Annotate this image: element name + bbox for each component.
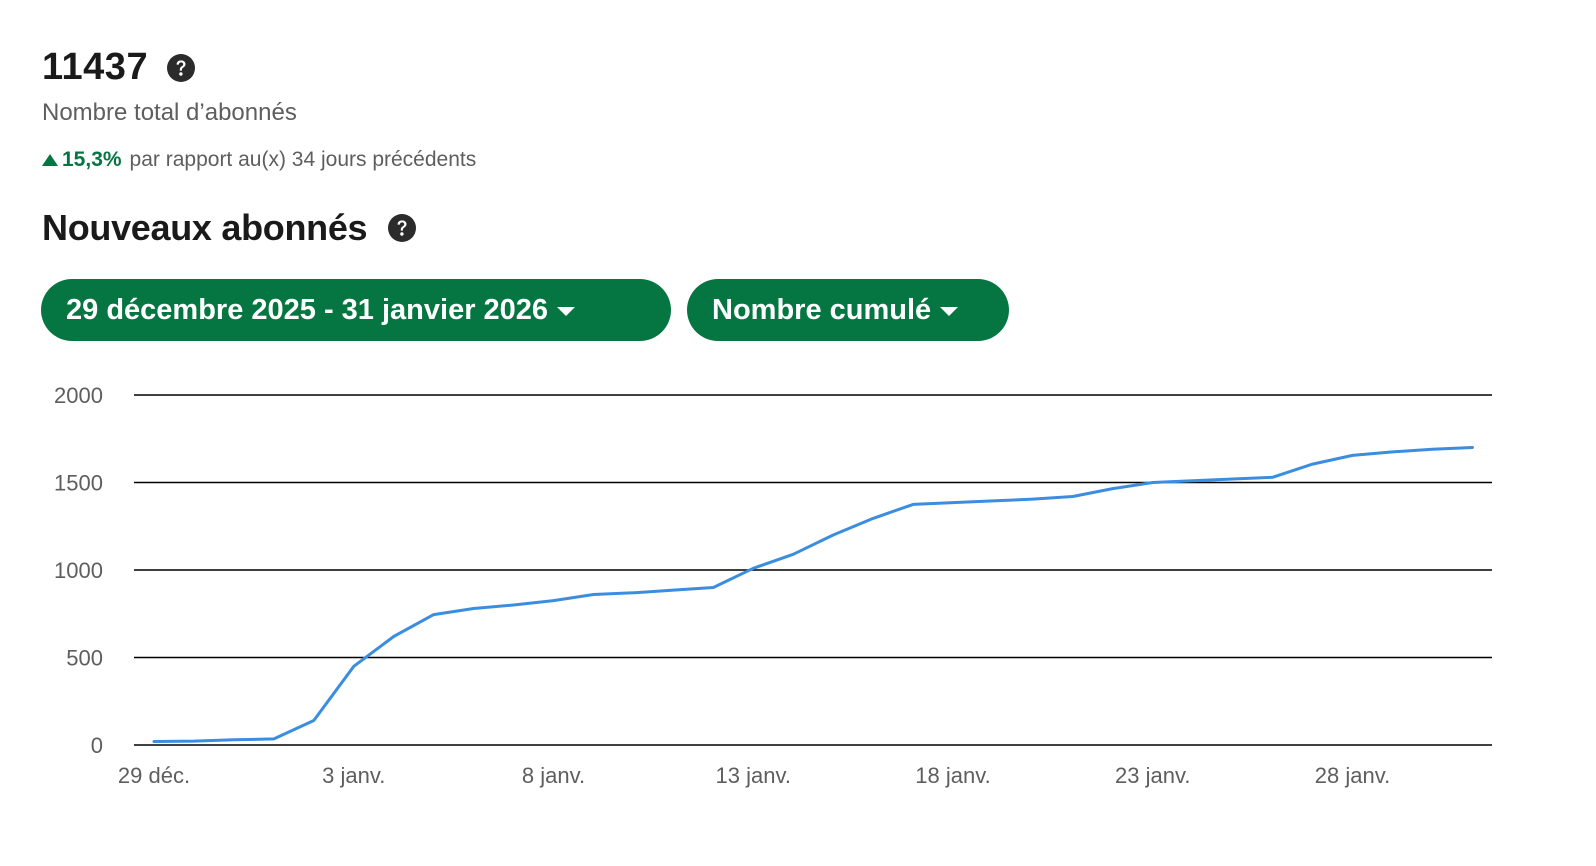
data-point[interactable] <box>228 734 240 746</box>
data-point[interactable] <box>667 584 679 596</box>
section-title: Nouveaux abonnés <box>42 207 368 248</box>
y-tick-label: 1500 <box>54 471 103 496</box>
date-range-dropdown[interactable]: 29 décembre 2025 - 31 janvier 2026 <box>41 279 671 341</box>
question-circle-icon[interactable] <box>166 53 196 83</box>
data-point[interactable] <box>148 736 160 748</box>
data-point[interactable] <box>987 495 999 507</box>
data-point[interactable] <box>388 631 400 643</box>
series-line <box>152 446 1474 743</box>
y-tick-label: 1000 <box>54 558 103 583</box>
data-point[interactable] <box>188 735 200 747</box>
data-point[interactable] <box>1067 491 1079 503</box>
date-range-label: 29 décembre 2025 - 31 janvier 2026 <box>66 293 549 326</box>
data-point[interactable] <box>627 587 639 599</box>
data-point[interactable] <box>787 548 799 560</box>
cumulative-followers-chart: 0 500 1000 1500 2000 29 déc. 3 janv. 8 janv. 13 … <box>54 383 1492 788</box>
trend-description: par rapport au(x) 34 jours précédents <box>129 148 477 171</box>
data-point[interactable] <box>1267 471 1279 483</box>
chevron-down-icon <box>940 306 959 316</box>
data-point[interactable] <box>947 497 959 509</box>
data-point[interactable] <box>1386 446 1398 458</box>
data-point[interactable] <box>1347 449 1359 461</box>
metric-dropdown[interactable]: Nombre cumulé <box>687 279 1009 341</box>
data-point[interactable] <box>1426 443 1438 455</box>
data-point[interactable] <box>508 599 520 611</box>
data-point[interactable] <box>428 609 440 621</box>
data-point[interactable] <box>747 562 759 574</box>
total-followers-label: Nombre total d’abonnés <box>42 99 297 126</box>
x-tick-label: 18 janv. <box>915 763 990 788</box>
x-tick-label: 13 janv. <box>716 763 791 788</box>
data-point[interactable] <box>827 529 839 541</box>
data-point[interactable] <box>1227 473 1239 485</box>
trend-percentage: 15,3% <box>62 148 122 171</box>
data-point[interactable] <box>348 660 360 672</box>
data-point[interactable] <box>268 733 280 745</box>
y-tick-label: 0 <box>91 733 103 758</box>
total-followers-row: 11437 <box>42 46 196 89</box>
section-header: Nouveaux abonnés <box>42 207 417 249</box>
data-point[interactable] <box>308 715 320 727</box>
triangle-up-icon <box>42 154 58 166</box>
chevron-down-icon <box>557 306 576 316</box>
x-tick-label: 29 déc. <box>118 763 190 788</box>
data-point[interactable] <box>907 498 919 510</box>
x-tick-label: 28 janv. <box>1315 763 1390 788</box>
x-tick-label: 23 janv. <box>1115 763 1190 788</box>
y-tick-label: 500 <box>66 646 103 671</box>
question-circle-icon[interactable] <box>387 213 417 243</box>
data-point[interactable] <box>1027 493 1039 505</box>
data-point[interactable] <box>1307 458 1319 470</box>
metric-label: Nombre cumulé <box>712 293 932 326</box>
data-point[interactable] <box>468 603 480 615</box>
data-point[interactable] <box>1466 442 1478 454</box>
data-point[interactable] <box>867 512 879 524</box>
y-tick-label: 2000 <box>54 383 103 408</box>
data-point[interactable] <box>1147 477 1159 489</box>
data-point[interactable] <box>1187 475 1199 487</box>
x-tick-label: 8 janv. <box>522 763 585 788</box>
data-point[interactable] <box>548 595 560 607</box>
data-point[interactable] <box>587 589 599 601</box>
total-followers-value: 11437 <box>42 46 149 88</box>
trend-row: 15,3% par rapport au(x) 34 jours précéde… <box>42 148 476 172</box>
data-point[interactable] <box>1107 483 1119 495</box>
data-point[interactable] <box>707 582 719 594</box>
x-tick-label: 3 janv. <box>322 763 385 788</box>
